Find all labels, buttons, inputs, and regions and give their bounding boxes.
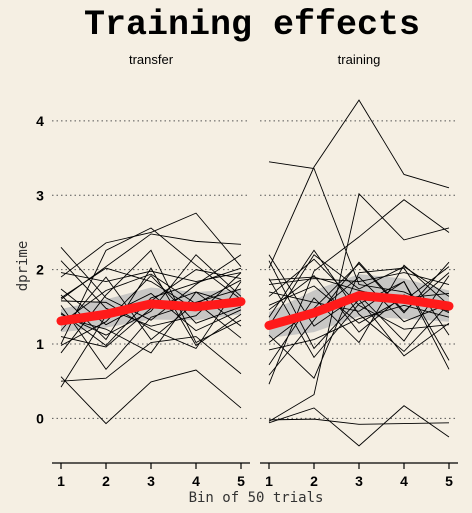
axes: 1 2 3 4 5 1 2 3 4 5 0 1 2 3 4: [36, 113, 458, 489]
individual-line: [60, 281, 242, 350]
individual-line: [268, 192, 450, 422]
x-tick-label: 4: [400, 473, 408, 489]
individual-line: [268, 418, 450, 425]
panel-label-transfer: transfer: [129, 52, 174, 67]
chart-title: Training effects: [84, 5, 420, 45]
y-axis-label: dprime: [15, 241, 31, 292]
individual-line: [60, 274, 242, 346]
individual-line: [60, 254, 242, 336]
mean-line: [264, 291, 454, 330]
y-tick-label: 2: [36, 262, 44, 278]
individual-line: [60, 267, 242, 347]
x-axis-label: Bin of 50 trials: [189, 490, 324, 506]
y-tick-label: 1: [36, 336, 44, 352]
individual-line: [268, 254, 450, 327]
individual-line: [60, 233, 242, 300]
mean-line: [56, 297, 246, 326]
individual-lines: [60, 99, 450, 447]
individual-line: [268, 304, 450, 351]
x-tick-label: 4: [192, 473, 200, 489]
y-tick-label: 3: [36, 187, 44, 203]
individual-line: [268, 267, 450, 379]
individual-line: [60, 336, 242, 382]
mean-lines: [56, 291, 454, 330]
individual-line: [268, 266, 450, 302]
individual-line: [60, 270, 242, 283]
x-tick-label: 5: [445, 473, 453, 489]
confidence-band: [269, 274, 449, 339]
individual-line: [268, 258, 450, 330]
y-tick-label: 0: [36, 410, 44, 426]
individual-line: [268, 99, 450, 269]
individual-line: [60, 276, 242, 341]
individual-line: [268, 278, 450, 361]
x-tick-label: 2: [310, 473, 318, 489]
x-tick-label: 5: [237, 473, 245, 489]
individual-line: [268, 280, 450, 370]
individual-line: [60, 273, 242, 324]
x-tick-label: 3: [147, 473, 155, 489]
individual-line: [268, 249, 450, 353]
x-tick-label: 2: [102, 473, 110, 489]
x-tick-label: 1: [265, 473, 273, 489]
individual-line: [60, 292, 242, 388]
individual-line: [60, 212, 242, 278]
x-tick-label: 3: [355, 473, 363, 489]
y-tick-label: 4: [36, 113, 44, 129]
x-tick-label: 1: [57, 473, 65, 489]
confidence-band: [61, 287, 241, 333]
individual-line: [60, 227, 242, 345]
individual-line: [60, 369, 242, 425]
individual-line: [60, 267, 242, 347]
individual-line: [268, 199, 450, 385]
confidence-bands: [61, 274, 449, 339]
individual-line: [60, 288, 242, 371]
panel-label-training: training: [338, 52, 381, 67]
individual-line: [268, 405, 450, 447]
